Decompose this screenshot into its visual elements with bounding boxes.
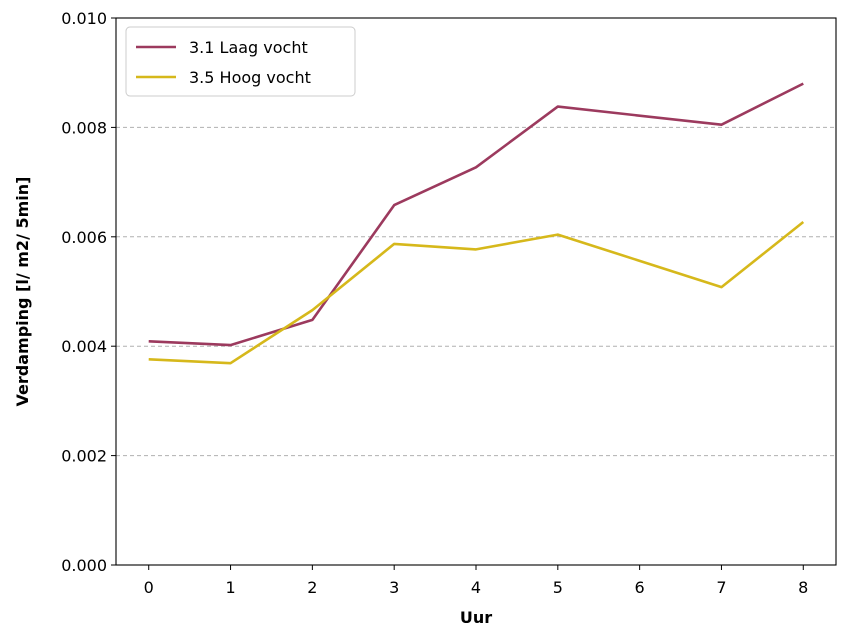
x-tick-label: 2 [307, 578, 317, 597]
plot-frame [115, 17, 837, 566]
x-tick-label: 6 [635, 578, 645, 597]
y-tick-label: 0.000 [61, 556, 107, 575]
gridlines [116, 126, 836, 457]
x-tick-label: 8 [798, 578, 808, 597]
y-tick-label: 0.002 [61, 447, 107, 466]
x-tick-label: 1 [225, 578, 235, 597]
x-tick-label: 0 [144, 578, 154, 597]
x-axis-title: Uur [460, 608, 492, 627]
legend-box [125, 26, 356, 97]
series-line [148, 220, 805, 365]
y-axis-ticks: 0.000 0.002 0.004 0.006 0.008 0.010 [61, 9, 116, 575]
series-line [148, 82, 804, 347]
legend-label: 3.1 Laag vocht [189, 38, 308, 57]
series-lines [148, 82, 805, 365]
y-tick-label: 0.006 [61, 228, 107, 247]
y-axis-title: Verdamping [l/ m2/ 5min] [13, 177, 32, 407]
x-axis-ticks: 0 1 2 3 4 5 6 7 8 [144, 565, 808, 597]
x-tick-label: 3 [389, 578, 399, 597]
x-tick-label: 4 [471, 578, 481, 597]
legend: 3.1 Laag vocht 3.5 Hoog vocht [125, 26, 356, 97]
y-tick-label: 0.004 [61, 337, 107, 356]
y-tick-label: 0.010 [61, 9, 107, 28]
y-tick-label: 0.008 [61, 118, 107, 137]
x-tick-label: 7 [716, 578, 726, 597]
legend-label: 3.5 Hoog vocht [189, 68, 311, 87]
x-tick-label: 5 [553, 578, 563, 597]
